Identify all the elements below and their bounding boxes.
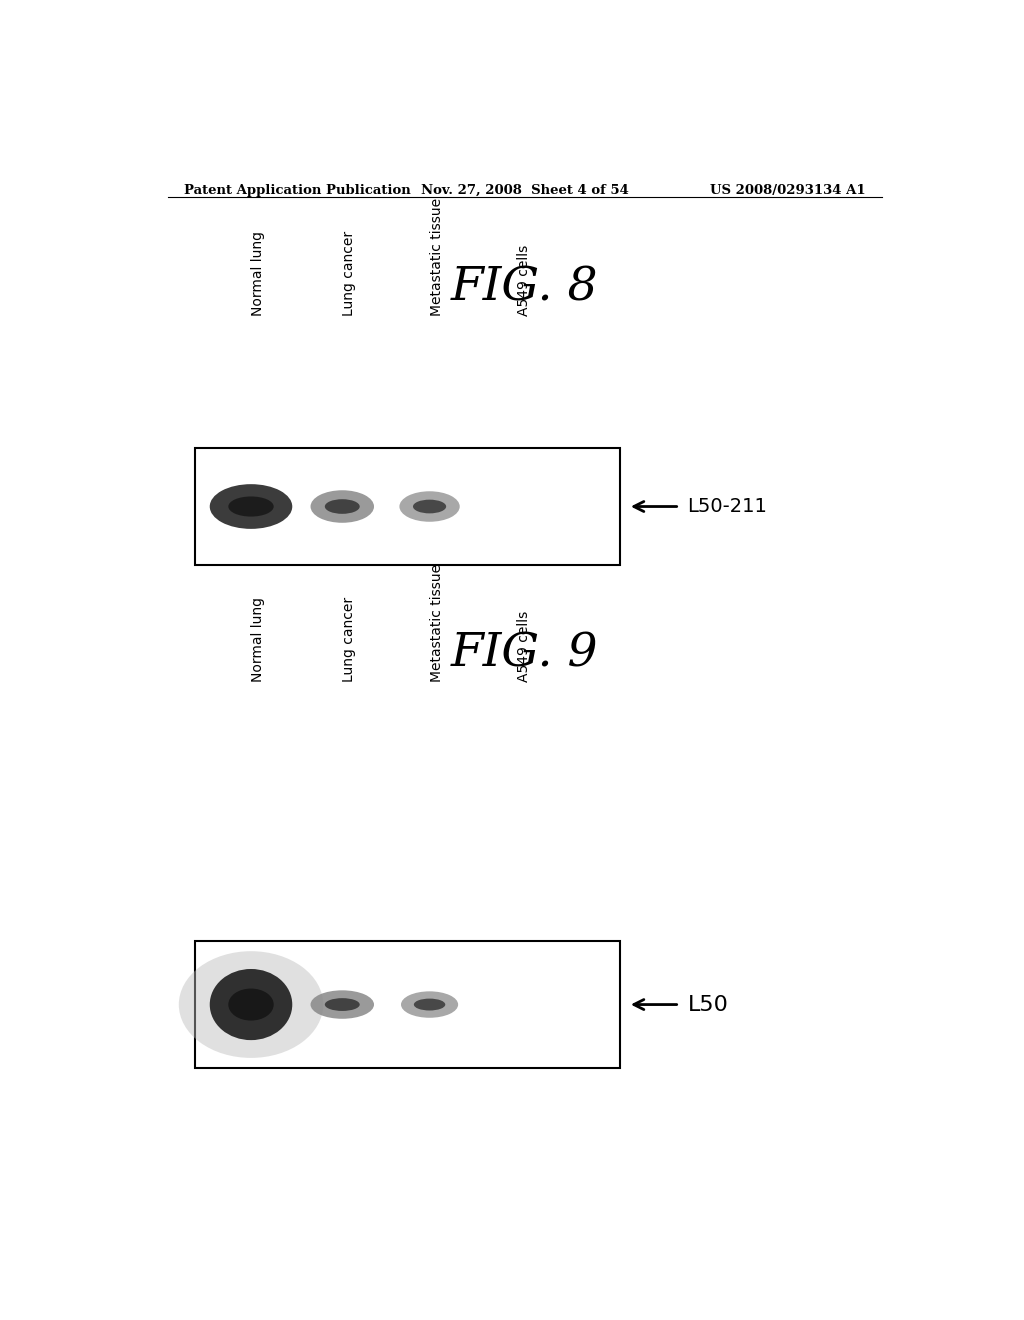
Text: US 2008/0293134 A1: US 2008/0293134 A1 bbox=[711, 183, 866, 197]
Ellipse shape bbox=[413, 500, 446, 513]
Text: FIG. 9: FIG. 9 bbox=[451, 631, 599, 676]
Bar bbox=[196, 447, 621, 565]
Ellipse shape bbox=[414, 999, 445, 1011]
Ellipse shape bbox=[399, 491, 460, 521]
Text: Normal lung: Normal lung bbox=[251, 231, 265, 315]
Text: Lung cancer: Lung cancer bbox=[342, 597, 356, 682]
Ellipse shape bbox=[325, 998, 359, 1011]
Ellipse shape bbox=[210, 969, 292, 1040]
Text: Metastatic tissue: Metastatic tissue bbox=[430, 198, 443, 315]
Text: L50: L50 bbox=[687, 994, 728, 1015]
Ellipse shape bbox=[179, 952, 324, 1057]
Text: Lung cancer: Lung cancer bbox=[342, 231, 356, 315]
Ellipse shape bbox=[325, 499, 359, 513]
Text: Patent Application Publication: Patent Application Publication bbox=[183, 183, 411, 197]
Ellipse shape bbox=[310, 490, 374, 523]
Ellipse shape bbox=[210, 484, 292, 529]
Bar bbox=[196, 941, 621, 1068]
Ellipse shape bbox=[310, 990, 374, 1019]
Text: Normal lung: Normal lung bbox=[251, 597, 265, 682]
Ellipse shape bbox=[228, 496, 273, 516]
Text: Nov. 27, 2008  Sheet 4 of 54: Nov. 27, 2008 Sheet 4 of 54 bbox=[421, 183, 629, 197]
Ellipse shape bbox=[228, 989, 273, 1020]
Text: A549 cells: A549 cells bbox=[517, 611, 530, 682]
Ellipse shape bbox=[401, 991, 458, 1018]
Text: L50-211: L50-211 bbox=[687, 498, 767, 516]
Text: FIG. 8: FIG. 8 bbox=[451, 265, 599, 310]
Text: Metastatic tissue: Metastatic tissue bbox=[430, 564, 443, 682]
Text: A549 cells: A549 cells bbox=[517, 244, 530, 315]
